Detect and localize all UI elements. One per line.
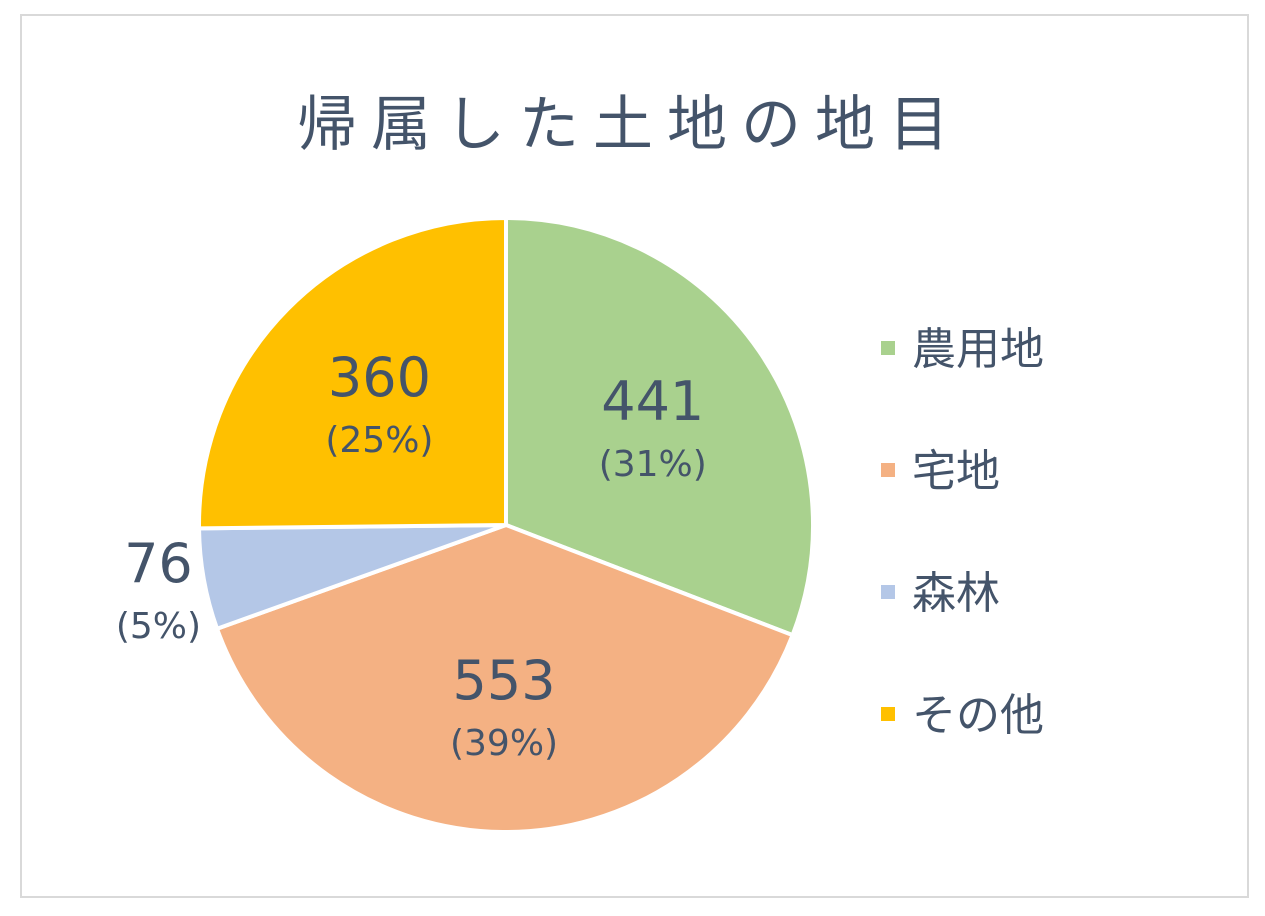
data-label-percent: (39%) — [450, 723, 558, 764]
legend-swatch — [881, 707, 895, 721]
data-labels: 441 (31%) 553 (39%) 76 (5%) 360 (25%) — [116, 346, 707, 764]
data-label-value: 360 — [328, 346, 431, 409]
data-label-percent: (25%) — [325, 420, 433, 461]
data-label-value: 441 — [601, 370, 704, 433]
legend-swatch — [881, 463, 895, 477]
data-label-value: 553 — [453, 649, 556, 712]
legend-swatch — [881, 585, 895, 599]
data-label-percent: (31%) — [599, 444, 707, 485]
chart-title: 帰属した土地の地目 — [297, 90, 963, 160]
data-label-value: 76 — [124, 532, 193, 595]
legend-label: 森林 — [912, 568, 1000, 619]
legend-label: 宅地 — [912, 446, 1000, 497]
pie-slice — [215, 523, 795, 834]
legend-swatch — [881, 341, 895, 355]
pie-slice — [197, 216, 508, 531]
legend-label: 農用地 — [912, 324, 1044, 375]
pie-slice — [504, 216, 815, 638]
legend-label: その他 — [912, 690, 1044, 741]
pie-slices — [197, 216, 815, 834]
data-label-percent: (5%) — [116, 606, 201, 647]
